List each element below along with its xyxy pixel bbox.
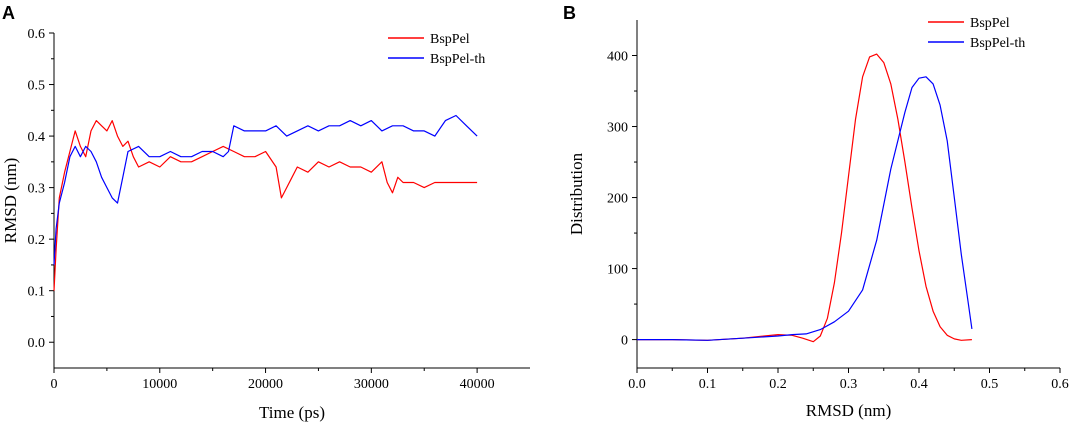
x-tick-label: 0 [51, 377, 58, 392]
series-line-bsppel-th [637, 76, 973, 341]
y-tick-label: 200 [607, 192, 628, 207]
legend-label: BspPel [430, 32, 470, 47]
x-tick-label: 0.6 [1051, 377, 1069, 392]
legend-label: BspPel [970, 16, 1010, 31]
x-tick-label: 0.4 [910, 377, 928, 392]
series-line-bsppel [53, 120, 478, 291]
x-tick-label: 10000 [142, 377, 177, 392]
y-tick-label: 0.3 [28, 182, 46, 197]
y-tick-label: 0.6 [28, 27, 46, 42]
y-tick-label: 0.2 [28, 233, 46, 248]
y-tick-label: 0.4 [28, 130, 46, 145]
plot-b: 0.0 0.1 0.2 0.3 0.4 0.5 0.6 0 100 200 300 400 RMSD (… [567, 16, 1069, 420]
x-tick-label: 0.3 [840, 377, 858, 392]
x-axis-title: Time (ps) [259, 403, 325, 422]
x-axis-title: RMSD (nm) [806, 401, 891, 420]
panel-b: B 0.0 0.1 0.2 0.3 0.4 0.5 0.6 0 100 200 300 400 RMSD… [563, 3, 1069, 420]
x-tick-label: 0.0 [628, 377, 646, 392]
x-tick-label: 30000 [354, 377, 389, 392]
x-tick-label: 0.5 [981, 377, 999, 392]
y-tick-label: 300 [607, 121, 628, 136]
y-tick-label: 0.5 [28, 79, 46, 94]
y-tick-label: 0.1 [28, 285, 46, 300]
panel-a: A 0 10000 20000 30000 40000 0.0 0.1 0.2 0.3 0.4 0.… [1, 3, 530, 422]
panel-b-label: B [563, 3, 576, 23]
x-tick-label: 0.1 [699, 377, 717, 392]
y-tick-label: 100 [607, 263, 628, 278]
x-tick-label: 0.2 [769, 377, 787, 392]
y-axis-title: RMSD (nm) [1, 158, 20, 243]
y-tick-label: 400 [607, 50, 628, 65]
legend-label: BspPel-th [970, 36, 1025, 51]
legend-label: BspPel-th [430, 52, 485, 67]
y-axis-title: Distribution [567, 152, 586, 235]
series-line-bsppel [637, 53, 972, 343]
x-tick-label: 20000 [248, 377, 283, 392]
y-tick-label: 0.0 [28, 336, 46, 351]
x-tick-label: 40000 [460, 377, 495, 392]
plot-a: 0 10000 20000 30000 40000 0.0 0.1 0.2 0.3 0.4 0.5 0… [1, 27, 530, 422]
panel-a-label: A [2, 3, 15, 23]
y-tick-label: 0 [621, 334, 628, 349]
series-line-bsppel-th [53, 114, 478, 265]
